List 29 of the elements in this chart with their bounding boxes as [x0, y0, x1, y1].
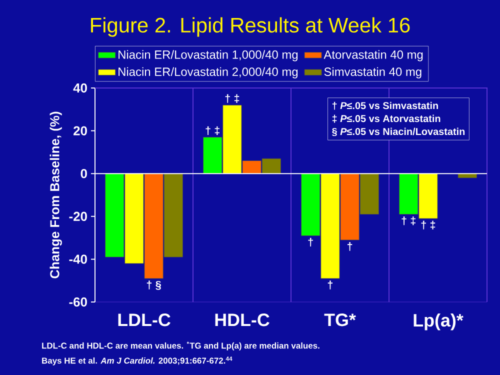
y-tick-label: -20 [69, 212, 87, 221]
y-tick-label: 20 [74, 126, 87, 136]
legend-label: Atorvastatin 40 mg [324, 50, 423, 62]
annotation: † P≤.05 vs Simvastatin [332, 102, 438, 110]
y-tick-label: 40 [73, 83, 87, 93]
annotation: † ‡ [402, 216, 416, 226]
annotation: † ‡ [225, 94, 240, 103]
annotation: † [328, 280, 333, 290]
text: Bays HE et al. Am J Cardiol. 2003;91:667-672.$^{44}$ [42, 356, 232, 366]
x-tick-label: HDL-C [215, 314, 270, 326]
y-tick-label: -60 [69, 297, 87, 307]
annotation: † [308, 238, 313, 247]
annotation: ‡ P≤.05 vs Atorvastatin [332, 114, 440, 123]
y-tick-label: 0 [80, 169, 87, 178]
chart-title: Figure 2. Lipid Results at Week 16 [91, 17, 410, 37]
text: LDL-C and HDL-C are mean values. $^{*}$TG and Lp(a) are median values. [42, 342, 320, 350]
x-tick-label: TG* [324, 314, 356, 326]
legend-label: Niacin ER/Lovastatin 1,000/40 mg [118, 50, 298, 62]
annotation: † [347, 242, 352, 251]
annotation: † ‡ [206, 126, 220, 136]
x-tick-label: Lp(a)* [414, 314, 464, 330]
annotation: † ‡ [421, 220, 436, 230]
annotation: § P≤.05 vs Niacin/Lovastatin [332, 128, 465, 136]
legend-label: Simvastatin 40 mg [324, 67, 422, 78]
y-tick-label: -40 [69, 254, 87, 264]
y-axis-title: Change From Baseline, (%) [50, 112, 62, 278]
x-tick-label: LDL-C [118, 314, 170, 326]
annotation: † § [146, 280, 161, 290]
legend-label: Niacin ER/Lovastatin 2,000/40 mg [118, 67, 298, 78]
